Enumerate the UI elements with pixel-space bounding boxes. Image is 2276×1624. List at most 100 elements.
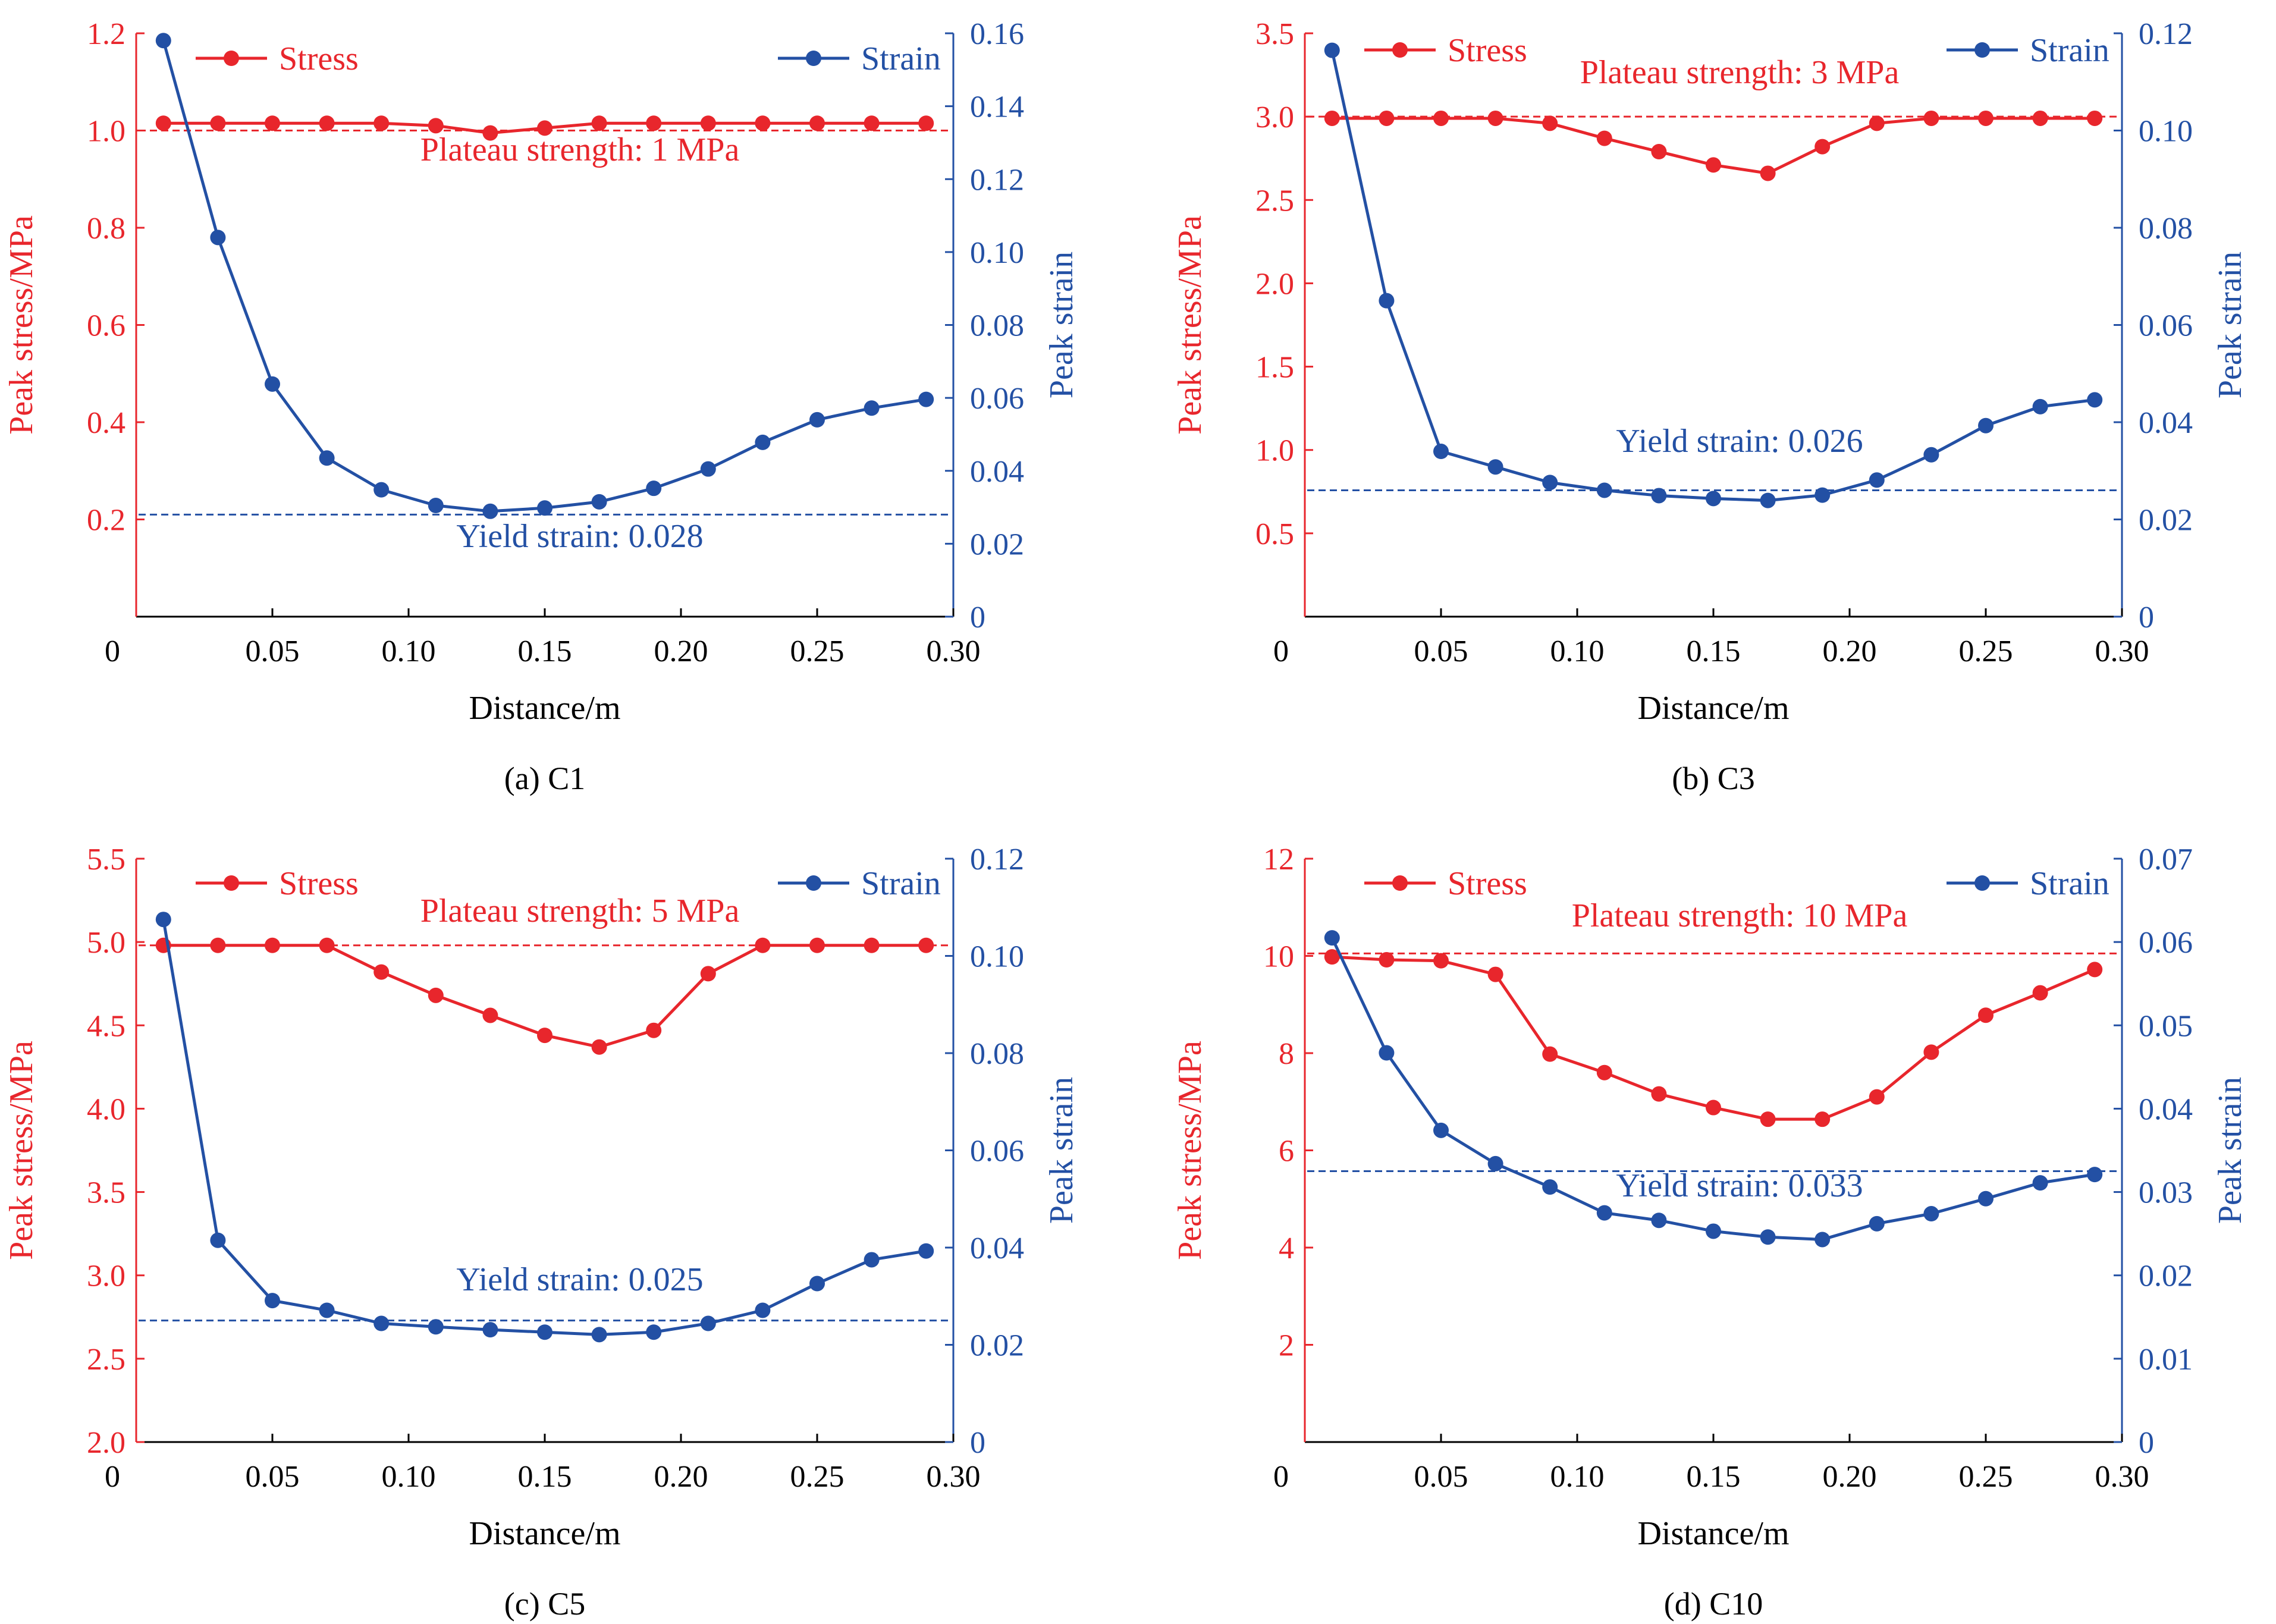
y-left-tick-label: 3.5 [1255,17,1294,51]
y-right-tick-label: 0.16 [970,17,1024,51]
y-right-tick-label: 0 [2139,601,2154,634]
strain-point [864,400,880,416]
y-right-tick-label: 0.08 [2139,212,2193,246]
strain-point [1760,492,1776,508]
y-left-tick-label: 2 [1279,1329,1294,1363]
strain-point [1487,1155,1503,1171]
chart-panel: 0 0.05 0.10 0.15 0.20 0.25 0.30 0.5 1.0 1.5 2.0 2.5… [1172,17,2249,796]
y-left-tick-label: 1.0 [1255,434,1294,468]
x-tick-label: 0.25 [790,1460,845,1494]
strain-point [373,482,390,498]
stress-point [1433,953,1449,969]
y-right-tick-label: 0.08 [970,1037,1024,1071]
x-tick-label: 0.30 [2095,634,2149,668]
x-tick-label: 0.20 [654,634,708,668]
y-right-tick-label: 0.02 [970,1329,1024,1363]
stress-point [1978,110,1994,126]
x-tick-label: 0.15 [1687,634,1741,668]
stress-point [864,937,880,953]
stress-point [2087,110,2103,126]
x-tick-label: 0.05 [246,1460,300,1494]
strain-point [1814,1232,1831,1248]
x-tick-label: 0.05 [1414,634,1468,668]
stress-point [1869,115,1885,131]
y-left-tick-label: 1.5 [1255,351,1294,385]
y-right-tick-label: 0.05 [2139,1009,2193,1043]
strain-point [1869,1215,1885,1232]
y-right-tick-label: 0.03 [2139,1176,2193,1210]
y-left-tick-label: 3.0 [1255,100,1294,134]
strain-point [2087,1167,2103,1183]
stress-point [1596,1064,1612,1080]
y-axis-left-label: Peak stress/MPa [3,1041,40,1260]
y-axis-left-label: Peak stress/MPa [1172,215,1208,435]
y-right-tick-label: 0.02 [970,527,1024,561]
stress-point [1651,144,1667,160]
y-right-tick-label: 0.07 [2139,843,2193,877]
y-right-tick-label: 0 [970,601,985,634]
y-right-tick-label: 0.02 [2139,504,2193,538]
panel-caption: (d) C10 [1664,1586,1763,1622]
x-tick-label: 0.15 [518,634,572,668]
strain-point [1706,491,1721,507]
x-tick-label: 0.25 [1959,1460,2013,1494]
y-left-tick-label: 4 [1279,1232,1294,1265]
strain-point [700,461,716,477]
y-right-tick-label: 0.12 [970,843,1024,877]
y-left-tick-label: 1.0 [87,115,125,149]
y-left-tick-label: 12 [1263,843,1294,877]
y-left-tick-label: 2.5 [1255,184,1294,218]
stress-point [1542,1046,1558,1062]
stress-point [1324,110,1340,126]
stress-point [373,964,390,980]
strain-point [1869,472,1885,488]
x-axis-label: Distance/m [469,1515,620,1552]
x-axis-label: Distance/m [469,690,620,727]
y-right-tick-label: 0.06 [2139,309,2193,343]
stress-point [1760,165,1776,181]
x-tick-label: 0.20 [1823,634,1877,668]
stress-point [700,115,716,131]
y-axis-right-label: Peak strain [1043,252,1080,398]
y-right-tick-label: 0.06 [970,1135,1024,1168]
panel-caption: (b) C3 [1672,761,1754,796]
stress-point [1433,110,1449,126]
strain-point [809,1276,825,1292]
strain-point [265,376,280,392]
stress-point [2032,985,2048,1001]
stress-point [1869,1089,1885,1105]
x-tick-label: 0 [105,634,120,668]
stress-point [1706,1100,1721,1116]
y-left-tick-label: 5.5 [87,843,125,877]
y-left-tick-label: 5.0 [87,926,125,960]
chart-panel: 0 0.05 0.10 0.15 0.20 0.25 0.30 0.2 0.4 0.6 0.8 1.0… [3,17,1080,796]
y-left-tick-label: 1.2 [87,17,125,51]
stress-point [428,118,444,134]
stress-point [210,115,226,131]
stress-point [591,1039,607,1055]
x-tick-label: 0.25 [790,634,845,668]
legend-strain-label: Strain [861,40,941,77]
strain-point [700,1315,716,1331]
legend-stress-label: Stress [1448,32,1527,69]
legend-stress-label: Stress [279,40,359,77]
strain-point [918,1243,934,1259]
plateau-strength-label: Plateau strength: 3 MPa [1580,54,1900,91]
legend-stress-marker [1392,875,1408,891]
strain-point [319,450,335,466]
legend: Stress Strain [196,865,941,902]
stress-point [1760,1111,1776,1127]
strain-point [319,1302,335,1318]
y-right-tick-label: 0.06 [2139,926,2193,960]
x-tick-label: 0.10 [382,634,436,668]
stress-point [2087,962,2103,978]
stress-point [1379,110,1395,126]
stress-point [1596,130,1612,146]
stress-point [1324,949,1340,965]
strain-point [755,434,771,450]
x-tick-label: 0.05 [1414,1460,1468,1494]
y-left-tick-label: 2.0 [87,1426,125,1460]
stress-point [537,1028,552,1044]
strain-point [2032,1175,2048,1191]
y-axis-right-label: Peak strain [2212,252,2249,398]
